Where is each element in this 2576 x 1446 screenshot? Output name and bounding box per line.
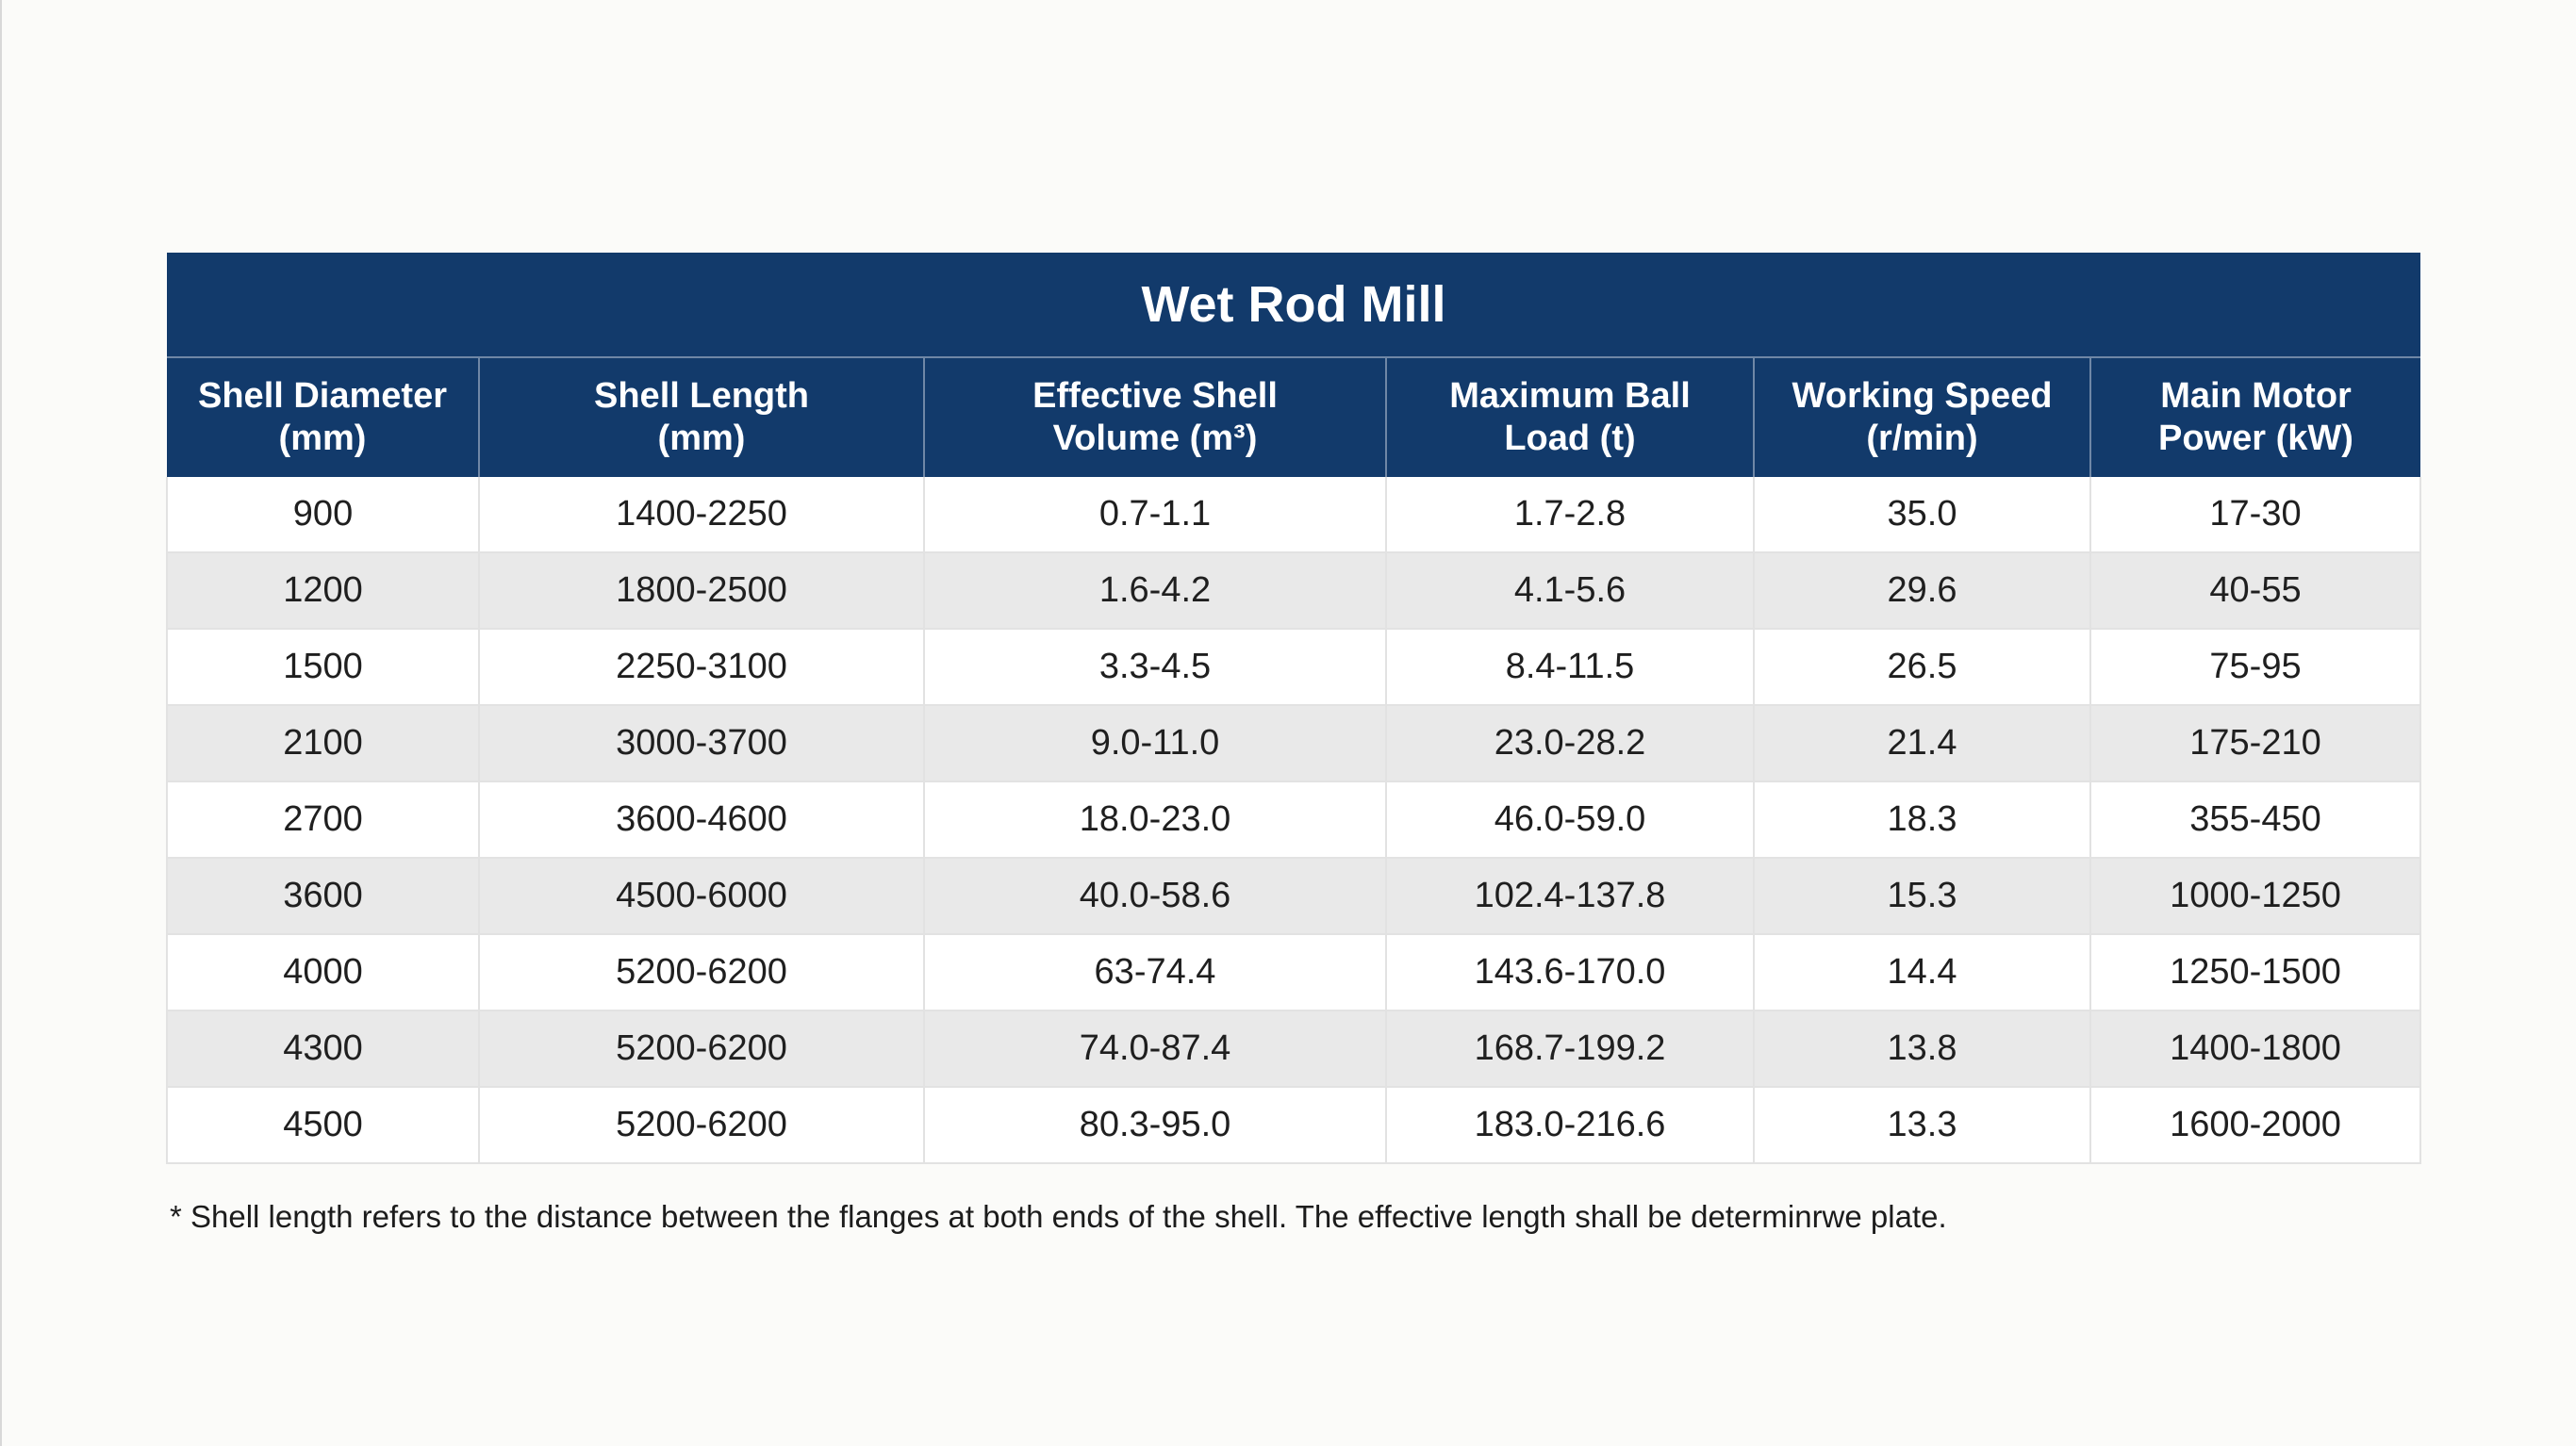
table-header: Wet Rod Mill Shell Diameter (mm) Shell L… — [167, 253, 2421, 477]
column-header-line: Power (kW) — [2158, 419, 2353, 458]
table-cell: 1600-2000 — [2089, 1087, 2422, 1164]
table-cell: 3600-4600 — [478, 781, 924, 859]
column-header-line: (mm) — [278, 419, 367, 458]
table-cell: 4.1-5.6 — [1385, 552, 1754, 630]
column-header-shell-length: Shell Length (mm) — [478, 357, 924, 477]
table-row: 1200 1800-2500 1.6-4.2 4.1-5.6 29.6 40-5… — [166, 552, 2422, 630]
table-row: 4000 5200-6200 63-74.4 143.6-170.0 14.4 … — [166, 934, 2422, 1011]
table-cell: 1250-1500 — [2089, 934, 2422, 1011]
table-row: 2100 3000-3700 9.0-11.0 23.0-28.2 21.4 1… — [166, 705, 2422, 782]
table-cell: 26.5 — [1753, 629, 2090, 706]
table-cell: 29.6 — [1753, 552, 2090, 630]
column-header-main-motor-power: Main Motor Power (kW) — [2089, 357, 2421, 477]
table-row: 2700 3600-4600 18.0-23.0 46.0-59.0 18.3 … — [166, 781, 2422, 859]
column-header-line: Working Speed — [1792, 376, 2053, 416]
table-row: 900 1400-2250 0.7-1.1 1.7-2.8 35.0 17-30 — [166, 477, 2422, 553]
table-cell: 14.4 — [1753, 934, 2090, 1011]
table-cell: 1000-1250 — [2089, 858, 2422, 935]
table-cell: 13.3 — [1753, 1087, 2090, 1164]
table-cell: 23.0-28.2 — [1385, 705, 1754, 782]
table-row: 1500 2250-3100 3.3-4.5 8.4-11.5 26.5 75-… — [166, 629, 2422, 706]
table-cell: 1400-2250 — [478, 477, 924, 553]
table-cell: 3600 — [166, 858, 479, 935]
table-cell: 355-450 — [2089, 781, 2422, 859]
table-cell: 15.3 — [1753, 858, 2090, 935]
column-header-line: Maximum Ball — [1449, 376, 1691, 416]
column-header-line: (r/min) — [1866, 419, 1978, 458]
table-cell: 63-74.4 — [923, 934, 1386, 1011]
table-cell: 168.7-199.2 — [1385, 1011, 1754, 1088]
table-cell: 143.6-170.0 — [1385, 934, 1754, 1011]
column-header-line: Main Motor — [2160, 376, 2352, 416]
table-cell: 5200-6200 — [478, 934, 924, 1011]
table-cell: 1400-1800 — [2089, 1011, 2422, 1088]
table-title: Wet Rod Mill — [167, 253, 2421, 358]
column-header-working-speed: Working Speed (r/min) — [1753, 357, 2090, 477]
table-body: 900 1400-2250 0.7-1.1 1.7-2.8 35.0 17-30… — [166, 477, 2422, 1164]
column-header-line: Load (t) — [1504, 419, 1636, 458]
table-cell: 17-30 — [2089, 477, 2422, 553]
table-cell: 5200-6200 — [478, 1087, 924, 1164]
column-header-effective-shell-volume: Effective Shell Volume (m³) — [923, 357, 1386, 477]
spec-table: Wet Rod Mill Shell Diameter (mm) Shell L… — [166, 253, 2422, 1164]
table-cell: 9.0-11.0 — [923, 705, 1386, 782]
table-cell: 8.4-11.5 — [1385, 629, 1754, 706]
table-row: 4300 5200-6200 74.0-87.4 168.7-199.2 13.… — [166, 1011, 2422, 1088]
column-header-line: Shell Diameter — [198, 376, 447, 416]
table-cell: 13.8 — [1753, 1011, 2090, 1088]
footnote: * Shell length refers to the distance be… — [170, 1199, 1947, 1234]
table-cell: 2250-3100 — [478, 629, 924, 706]
table-row: 3600 4500-6000 40.0-58.6 102.4-137.8 15.… — [166, 858, 2422, 935]
page-left-border — [0, 0, 2, 1446]
column-header-row: Shell Diameter (mm) Shell Length (mm) Ef… — [167, 357, 2421, 477]
table-cell: 1500 — [166, 629, 479, 706]
table-cell: 1.6-4.2 — [923, 552, 1386, 630]
table-cell: 18.3 — [1753, 781, 2090, 859]
table-cell: 80.3-95.0 — [923, 1087, 1386, 1164]
table-cell: 4500 — [166, 1087, 479, 1164]
table-cell: 2700 — [166, 781, 479, 859]
column-header-line: (mm) — [657, 419, 746, 458]
table-cell: 183.0-216.6 — [1385, 1087, 1754, 1164]
table-cell: 40-55 — [2089, 552, 2422, 630]
column-header-line: Shell Length — [594, 376, 809, 416]
table-cell: 4300 — [166, 1011, 479, 1088]
column-header-maximum-ball-load: Maximum Ball Load (t) — [1385, 357, 1754, 477]
table-row: 4500 5200-6200 80.3-95.0 183.0-216.6 13.… — [166, 1087, 2422, 1164]
table-cell: 3.3-4.5 — [923, 629, 1386, 706]
table-cell: 1800-2500 — [478, 552, 924, 630]
table-cell: 175-210 — [2089, 705, 2422, 782]
table-cell: 3000-3700 — [478, 705, 924, 782]
table-cell: 40.0-58.6 — [923, 858, 1386, 935]
table-cell: 102.4-137.8 — [1385, 858, 1754, 935]
table-cell: 0.7-1.1 — [923, 477, 1386, 553]
table-cell: 900 — [166, 477, 479, 553]
title-row: Wet Rod Mill — [167, 253, 2421, 358]
table-cell: 74.0-87.4 — [923, 1011, 1386, 1088]
table-cell: 2100 — [166, 705, 479, 782]
table-cell: 35.0 — [1753, 477, 2090, 553]
table-cell: 75-95 — [2089, 629, 2422, 706]
table-cell: 21.4 — [1753, 705, 2090, 782]
table-cell: 4500-6000 — [478, 858, 924, 935]
table-cell: 1.7-2.8 — [1385, 477, 1754, 553]
table-cell: 18.0-23.0 — [923, 781, 1386, 859]
table-cell: 4000 — [166, 934, 479, 1011]
table-cell: 46.0-59.0 — [1385, 781, 1754, 859]
column-header-line: Effective Shell — [1032, 376, 1278, 416]
column-header-shell-diameter: Shell Diameter (mm) — [167, 357, 479, 477]
table-cell: 1200 — [166, 552, 479, 630]
table-cell: 5200-6200 — [478, 1011, 924, 1088]
column-header-line: Volume (m³) — [1052, 419, 1258, 458]
